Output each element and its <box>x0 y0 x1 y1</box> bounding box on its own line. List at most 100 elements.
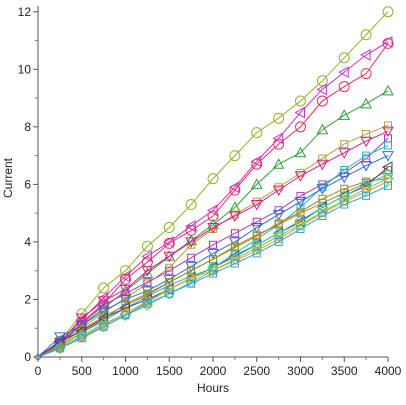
data-point <box>77 334 86 343</box>
data-point <box>55 344 64 353</box>
data-point <box>75 313 88 325</box>
data-point <box>229 211 241 223</box>
data-point <box>187 273 196 282</box>
data-point <box>165 289 174 298</box>
data-point <box>207 173 219 185</box>
data-point <box>316 95 328 107</box>
data-point <box>274 219 283 228</box>
data-point <box>143 278 152 287</box>
data-point <box>120 265 131 277</box>
series-11 <box>37 174 392 358</box>
y-tick-label: 6 <box>24 177 31 191</box>
data-point <box>316 159 329 171</box>
x-tick-label: 1500 <box>156 364 183 378</box>
data-point <box>229 150 241 162</box>
x-tick-label: 3000 <box>287 364 314 378</box>
series-16 <box>37 181 392 358</box>
data-point <box>272 230 285 242</box>
data-point <box>384 181 392 190</box>
data-point <box>209 240 217 249</box>
data-point <box>165 285 174 294</box>
data-point <box>273 112 285 124</box>
y-tick-label: 8 <box>24 120 31 134</box>
data-point <box>185 199 197 211</box>
data-point <box>360 29 372 41</box>
data-point <box>141 250 152 263</box>
series-line <box>37 41 389 358</box>
data-point <box>360 68 372 80</box>
data-point <box>340 184 349 193</box>
data-point <box>207 262 219 274</box>
data-point <box>360 49 371 61</box>
data-point <box>338 172 351 184</box>
origin-point <box>35 354 41 360</box>
y-tick-label: 0 <box>24 350 31 364</box>
data-point <box>340 140 349 149</box>
data-point <box>230 259 239 268</box>
data-point <box>294 197 307 208</box>
data-point <box>141 240 153 252</box>
data-point <box>252 217 261 226</box>
data-point <box>338 66 349 79</box>
data-point <box>338 81 350 93</box>
x-tick-label: 500 <box>72 364 92 378</box>
data-point <box>384 121 392 130</box>
data-point <box>360 97 372 109</box>
data-point <box>360 136 372 148</box>
x-tick-label: 0 <box>35 364 42 378</box>
x-axis-title: Hours <box>197 381 229 395</box>
series-3 <box>37 37 394 358</box>
data-point <box>362 151 371 160</box>
data-point <box>294 106 305 119</box>
series-line <box>37 155 389 358</box>
data-point <box>340 200 349 209</box>
axes: 0 500 1000 1500 2000 2500 3000 3500 4000 0 2 4 6 8 10 1… <box>18 5 402 378</box>
y-tick-label: 12 <box>18 5 32 19</box>
series-6 <box>37 126 394 358</box>
series-line <box>37 166 389 358</box>
data-point <box>163 237 175 249</box>
series-line <box>37 90 389 358</box>
data-point <box>99 322 108 331</box>
data-point <box>296 191 305 200</box>
data-point <box>163 251 176 263</box>
series-line <box>37 11 389 358</box>
series-2 <box>37 36 393 358</box>
data-point <box>209 269 217 278</box>
data-point <box>382 172 394 185</box>
data-point <box>251 241 263 254</box>
data-point <box>384 177 392 186</box>
data-point <box>272 210 285 221</box>
data-point <box>97 306 110 317</box>
y-tick-label: 2 <box>24 292 31 306</box>
data-point <box>338 148 351 159</box>
data-point <box>163 222 175 234</box>
data-point <box>250 200 263 211</box>
data-point <box>272 158 285 169</box>
data-point <box>252 249 261 258</box>
data-point <box>230 243 239 252</box>
data-point <box>207 248 219 260</box>
data-point <box>338 52 350 64</box>
series-line <box>37 173 389 358</box>
x-tick-label: 3500 <box>331 364 358 378</box>
data-point <box>120 273 131 285</box>
data-point <box>296 224 305 233</box>
data-point <box>360 161 372 172</box>
data-point <box>384 141 392 150</box>
data-point <box>99 301 108 310</box>
series-line <box>37 178 389 358</box>
data-point <box>207 223 219 234</box>
x-tick-label: 2500 <box>243 364 270 378</box>
data-point <box>185 220 196 232</box>
series-line <box>37 181 389 358</box>
data-point <box>362 187 371 196</box>
data-point <box>272 185 285 197</box>
series-10 <box>37 165 392 358</box>
data-point <box>251 158 263 170</box>
data-point <box>121 311 130 320</box>
data-point <box>382 126 394 138</box>
data-point <box>362 191 371 200</box>
data-point <box>296 203 305 212</box>
